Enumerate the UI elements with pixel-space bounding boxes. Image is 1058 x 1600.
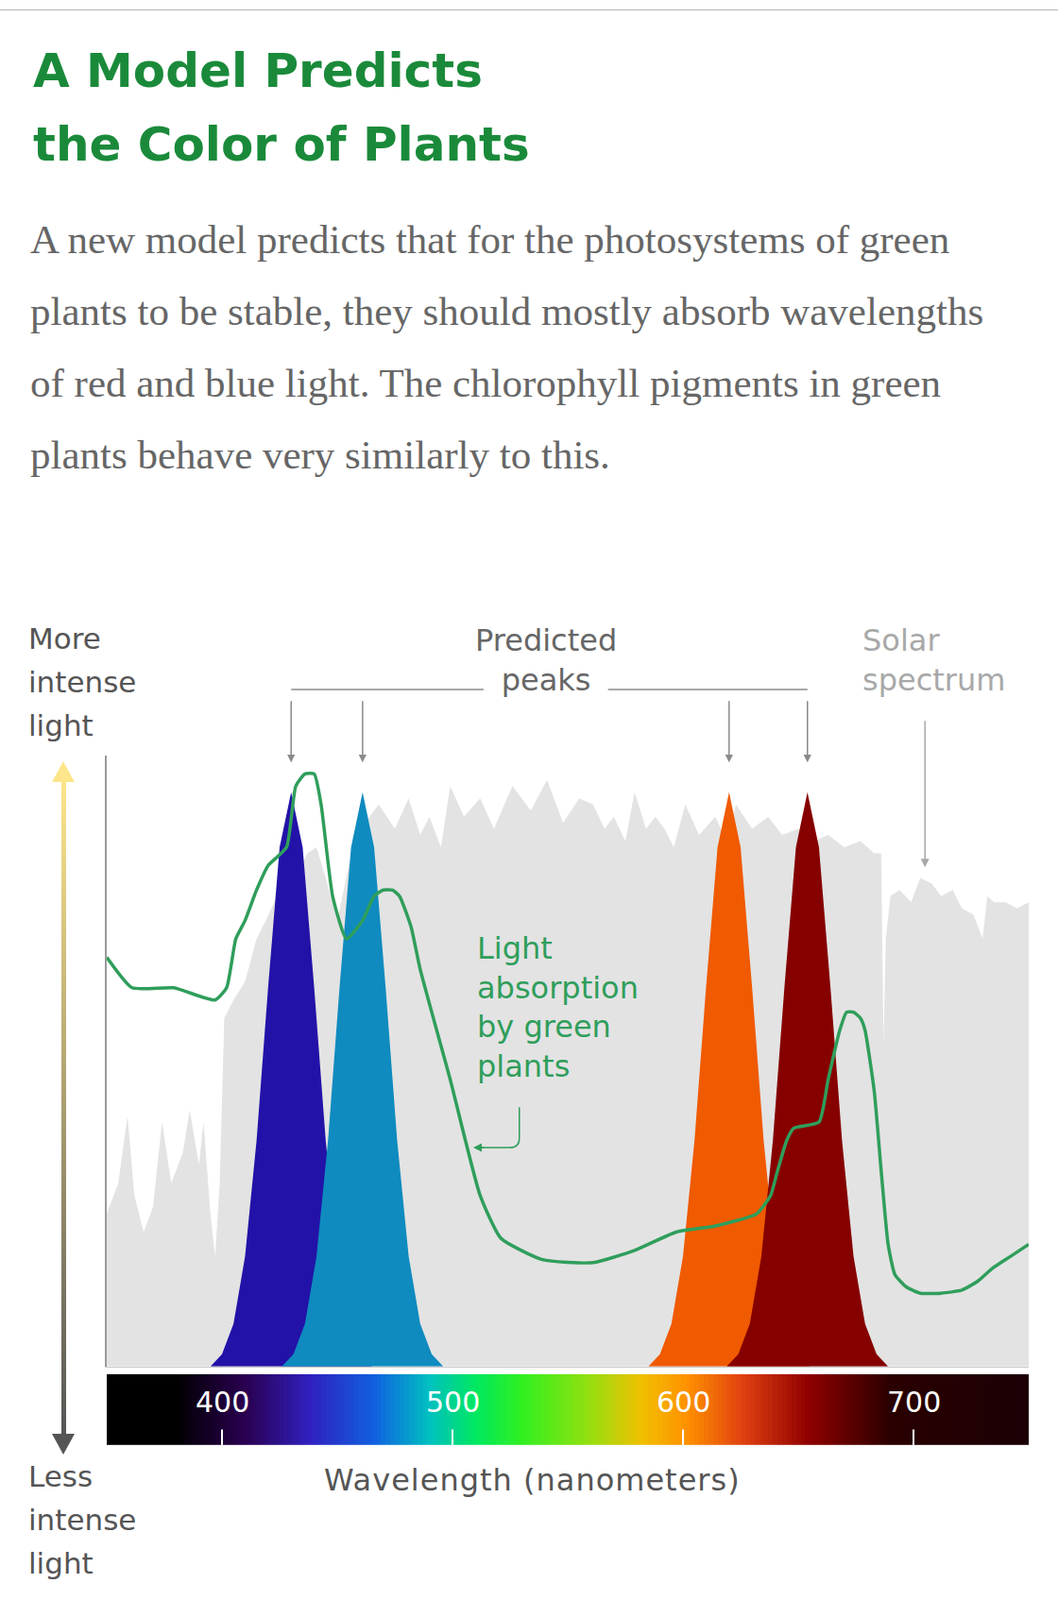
svg-text:Predictedpeaks: Predictedpeaks xyxy=(475,622,617,699)
svg-text:700: 700 xyxy=(887,1385,941,1419)
svg-text:400: 400 xyxy=(195,1385,250,1419)
svg-text:Solarspectrum: Solarspectrum xyxy=(862,622,1006,699)
html-text:A new model predicts that for: A new model predicts that for the photos… xyxy=(30,217,984,478)
html-text:More intense light: More intense light xyxy=(28,621,137,743)
html-text:A Model Predicts the Color of: A Model Predicts the Color of Plants xyxy=(33,43,530,172)
html-text:Wavelength (nanometers): Wavelength (nanometers) xyxy=(324,1462,741,1499)
svg-text:Lightabsorptionby greenplants: Lightabsorptionby greenplants xyxy=(477,930,639,1085)
html-text:Less intense light: Less intense light xyxy=(28,1459,137,1581)
svg-text:600: 600 xyxy=(656,1385,711,1419)
svg-text:500: 500 xyxy=(426,1385,480,1419)
